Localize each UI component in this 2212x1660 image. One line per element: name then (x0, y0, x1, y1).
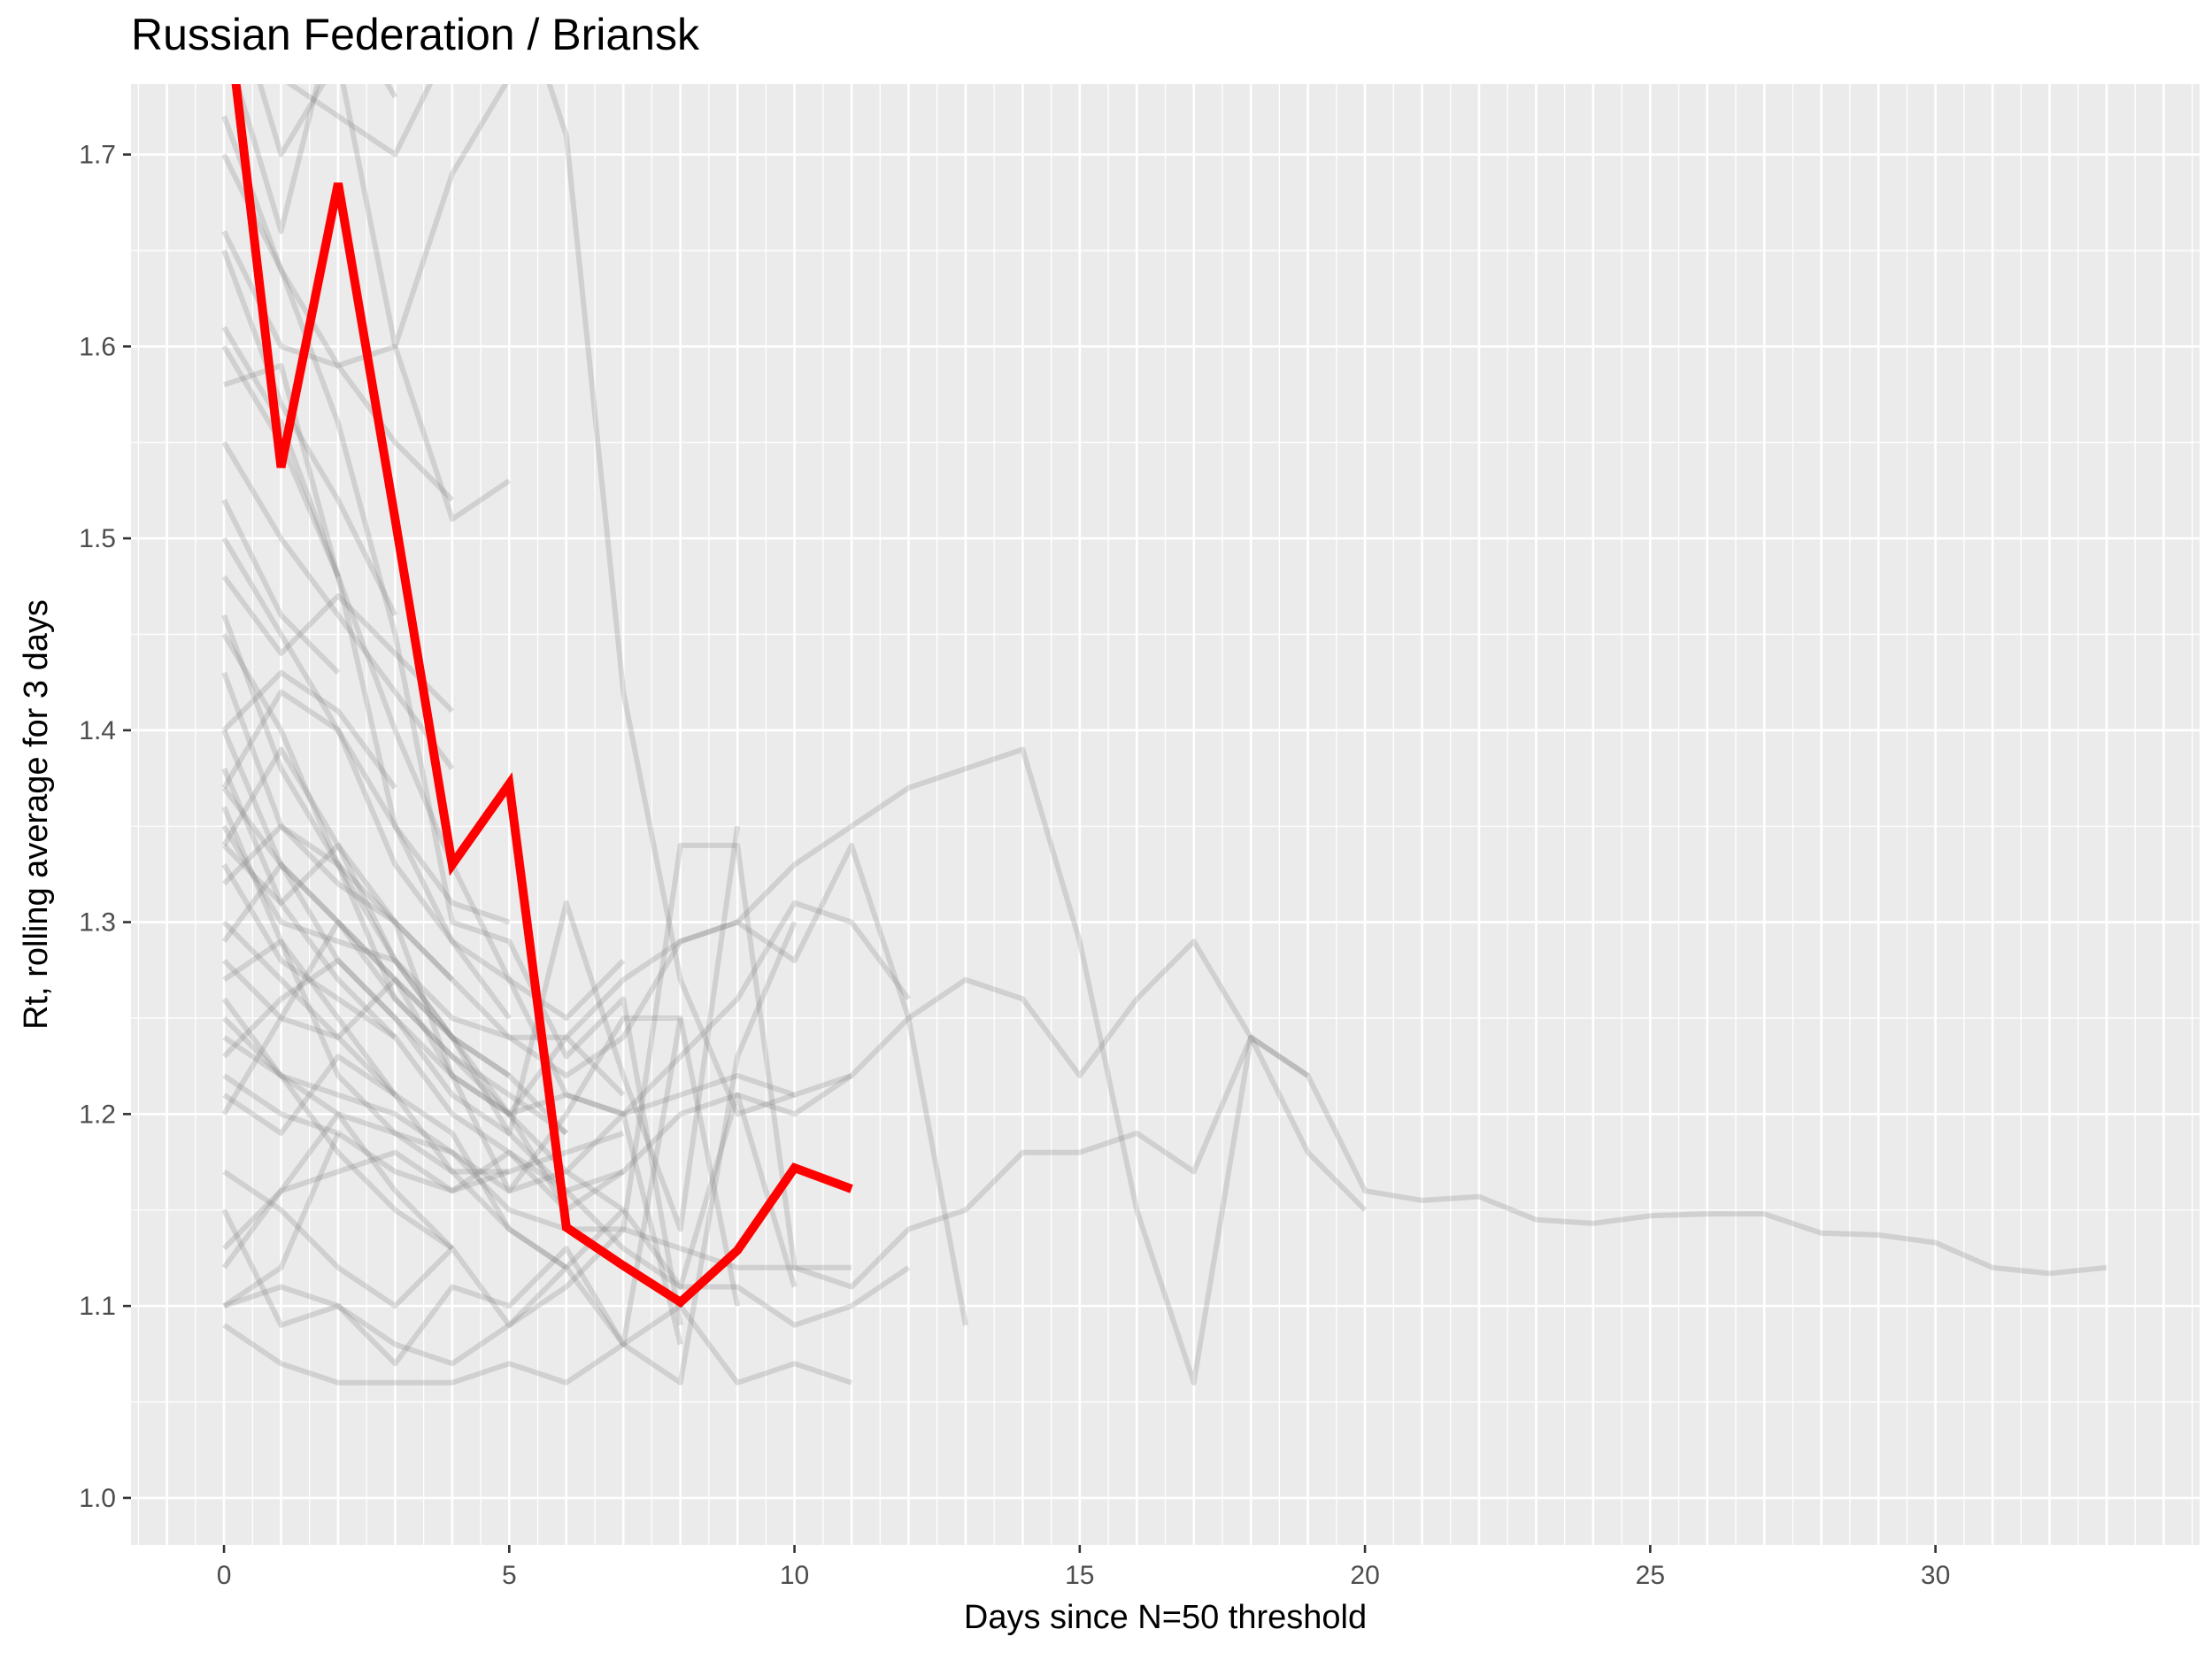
other-series-line (221, 689, 512, 1020)
other-series-line (222, 1131, 341, 1309)
other-series-line (221, 729, 741, 1232)
minor-gridlines (131, 84, 2200, 1545)
x-axis: 0 5 10 15 20 25 30 (217, 1545, 1950, 1590)
other-series-line (221, 824, 968, 1326)
other-series-line (221, 671, 626, 1097)
x-tick-label: 5 (502, 1561, 517, 1590)
other-series-line (221, 1015, 1310, 1290)
other-series-line (221, 632, 568, 1136)
other-series-line (221, 614, 911, 1117)
other-series-line (222, 1035, 798, 1290)
y-axis-label: Rt, rolling average for 3 days (18, 599, 55, 1030)
other-series-line (221, 958, 569, 1212)
highlight-series-group (231, 84, 853, 1309)
other-series-line (221, 498, 341, 675)
y-tick-label: 1.5 (79, 524, 116, 553)
other-series-line (221, 115, 683, 1326)
x-tick-label: 15 (1065, 1561, 1094, 1590)
plot-area (221, 84, 2108, 1386)
other-series-line (221, 786, 911, 1328)
y-tick-label: 1.2 (79, 1100, 116, 1129)
other-series-line (221, 249, 398, 617)
other-series-line (223, 842, 852, 1367)
other-series-line (221, 575, 455, 714)
other-series-line (221, 441, 455, 770)
y-tick-label: 1.6 (79, 332, 116, 361)
other-series-line (222, 921, 798, 1386)
other-series-line (222, 938, 626, 1270)
other-series-line (221, 746, 568, 1136)
other-series-line (222, 1054, 397, 1136)
other-series-line (221, 861, 511, 1078)
y-tick-label: 1.0 (79, 1484, 116, 1513)
other-series-line (221, 1149, 511, 1270)
x-tick-label: 25 (1636, 1561, 1665, 1590)
other-series-line (221, 920, 568, 1270)
other-series-line (222, 938, 1368, 1213)
other-series-line (257, 84, 509, 350)
x-tick-label: 10 (780, 1561, 809, 1590)
other-series-line (221, 669, 397, 790)
y-tick-label: 1.7 (79, 141, 116, 170)
chart-title: Russian Federation / Briansk (131, 10, 699, 59)
other-series-line (234, 84, 397, 235)
y-tick-label: 1.4 (79, 716, 116, 745)
y-tick-label: 1.3 (79, 908, 116, 938)
x-axis-label: Days since N=50 threshold (964, 1599, 1367, 1636)
x-tick-label: 30 (1921, 1561, 1950, 1590)
other-series-line (221, 1111, 455, 1251)
other-series-line (221, 842, 455, 982)
other-series-line (221, 823, 741, 1307)
x-tick-label: 20 (1350, 1561, 1379, 1590)
other-series-line (221, 1017, 683, 1367)
major-gridlines (131, 84, 2200, 1545)
y-tick-label: 1.1 (79, 1292, 116, 1321)
other-series-line (285, 84, 796, 1117)
other-series-line (221, 746, 2108, 1386)
y-axis: 1.0 1.1 1.2 1.3 1.4 1.5 1.6 1.7 (79, 141, 131, 1513)
other-series-line (221, 537, 626, 1021)
other-series-line (221, 997, 454, 1251)
other-series-line (222, 1303, 852, 1386)
x-tick-label: 0 (217, 1561, 232, 1590)
other-series-line (221, 153, 455, 502)
other-series-line (221, 863, 397, 1040)
highlight-series-line (231, 84, 853, 1309)
other-series-line (221, 919, 683, 1346)
